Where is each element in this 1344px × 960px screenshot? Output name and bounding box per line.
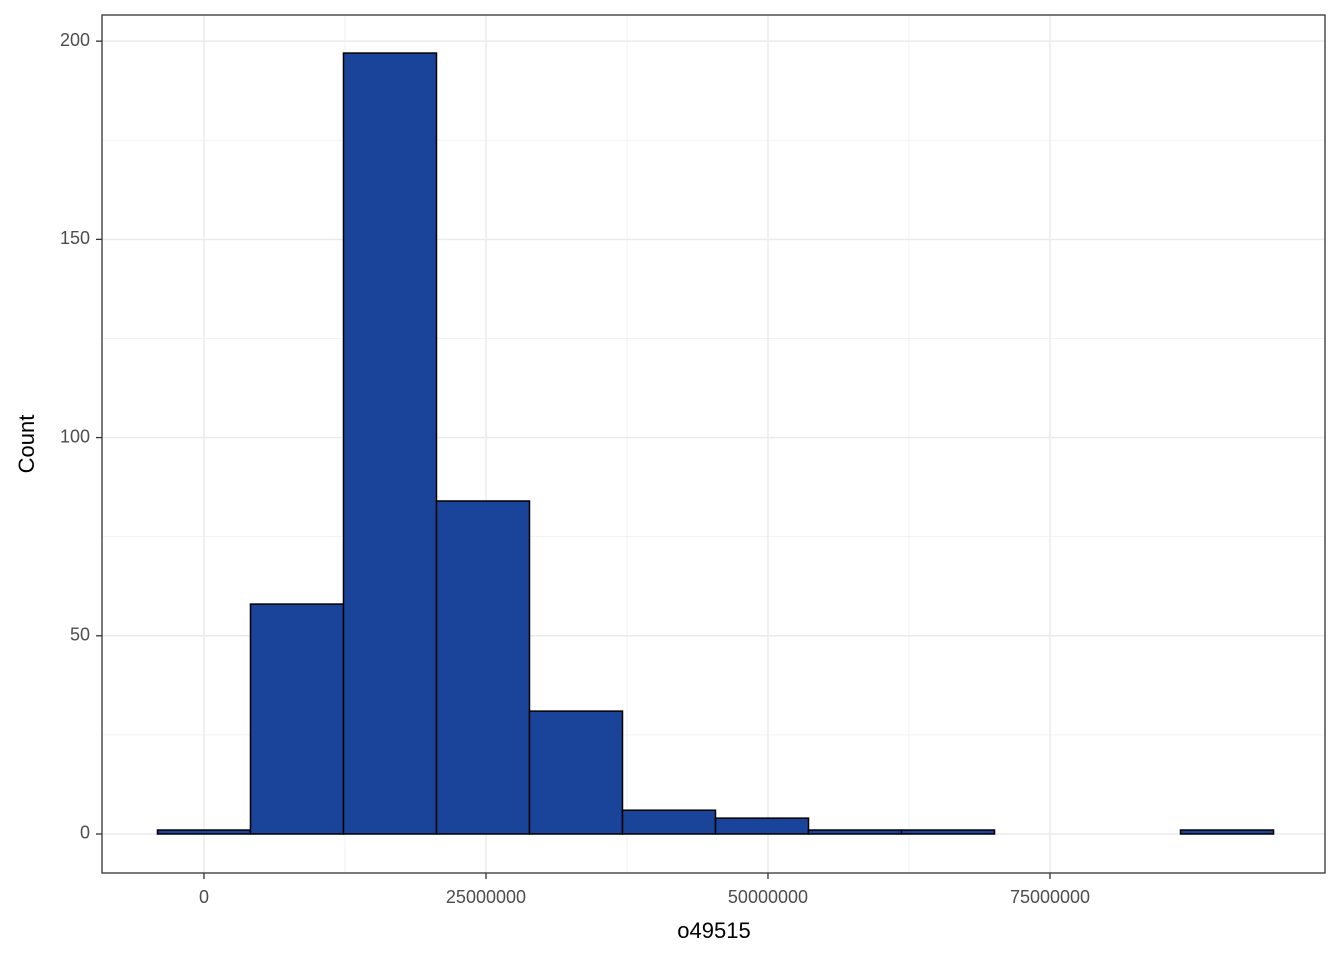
grid	[102, 15, 1325, 873]
bar	[435, 500, 531, 835]
x-tick-label: 25000000	[446, 887, 526, 907]
panel-border	[101, 14, 1326, 874]
y-tick-label: 50	[70, 625, 90, 645]
bar	[156, 829, 252, 835]
bar	[807, 829, 903, 835]
y-tick-label: 200	[60, 30, 90, 50]
bar	[621, 809, 717, 835]
y-axis-title: Count	[14, 415, 39, 474]
bar	[1179, 829, 1275, 835]
x-tick-label: 75000000	[1010, 887, 1090, 907]
x-axis-title: o49515	[677, 918, 750, 943]
bar	[249, 603, 345, 835]
y-tick-label: 0	[80, 823, 90, 843]
bar	[714, 817, 810, 835]
y-tick-label: 150	[60, 228, 90, 248]
x-tick-label: 50000000	[728, 887, 808, 907]
bar	[528, 710, 624, 835]
bars	[156, 52, 1275, 835]
bar	[900, 829, 996, 835]
y-tick-label: 100	[60, 426, 90, 446]
x-tick-label: 0	[199, 887, 209, 907]
bar	[342, 52, 438, 835]
